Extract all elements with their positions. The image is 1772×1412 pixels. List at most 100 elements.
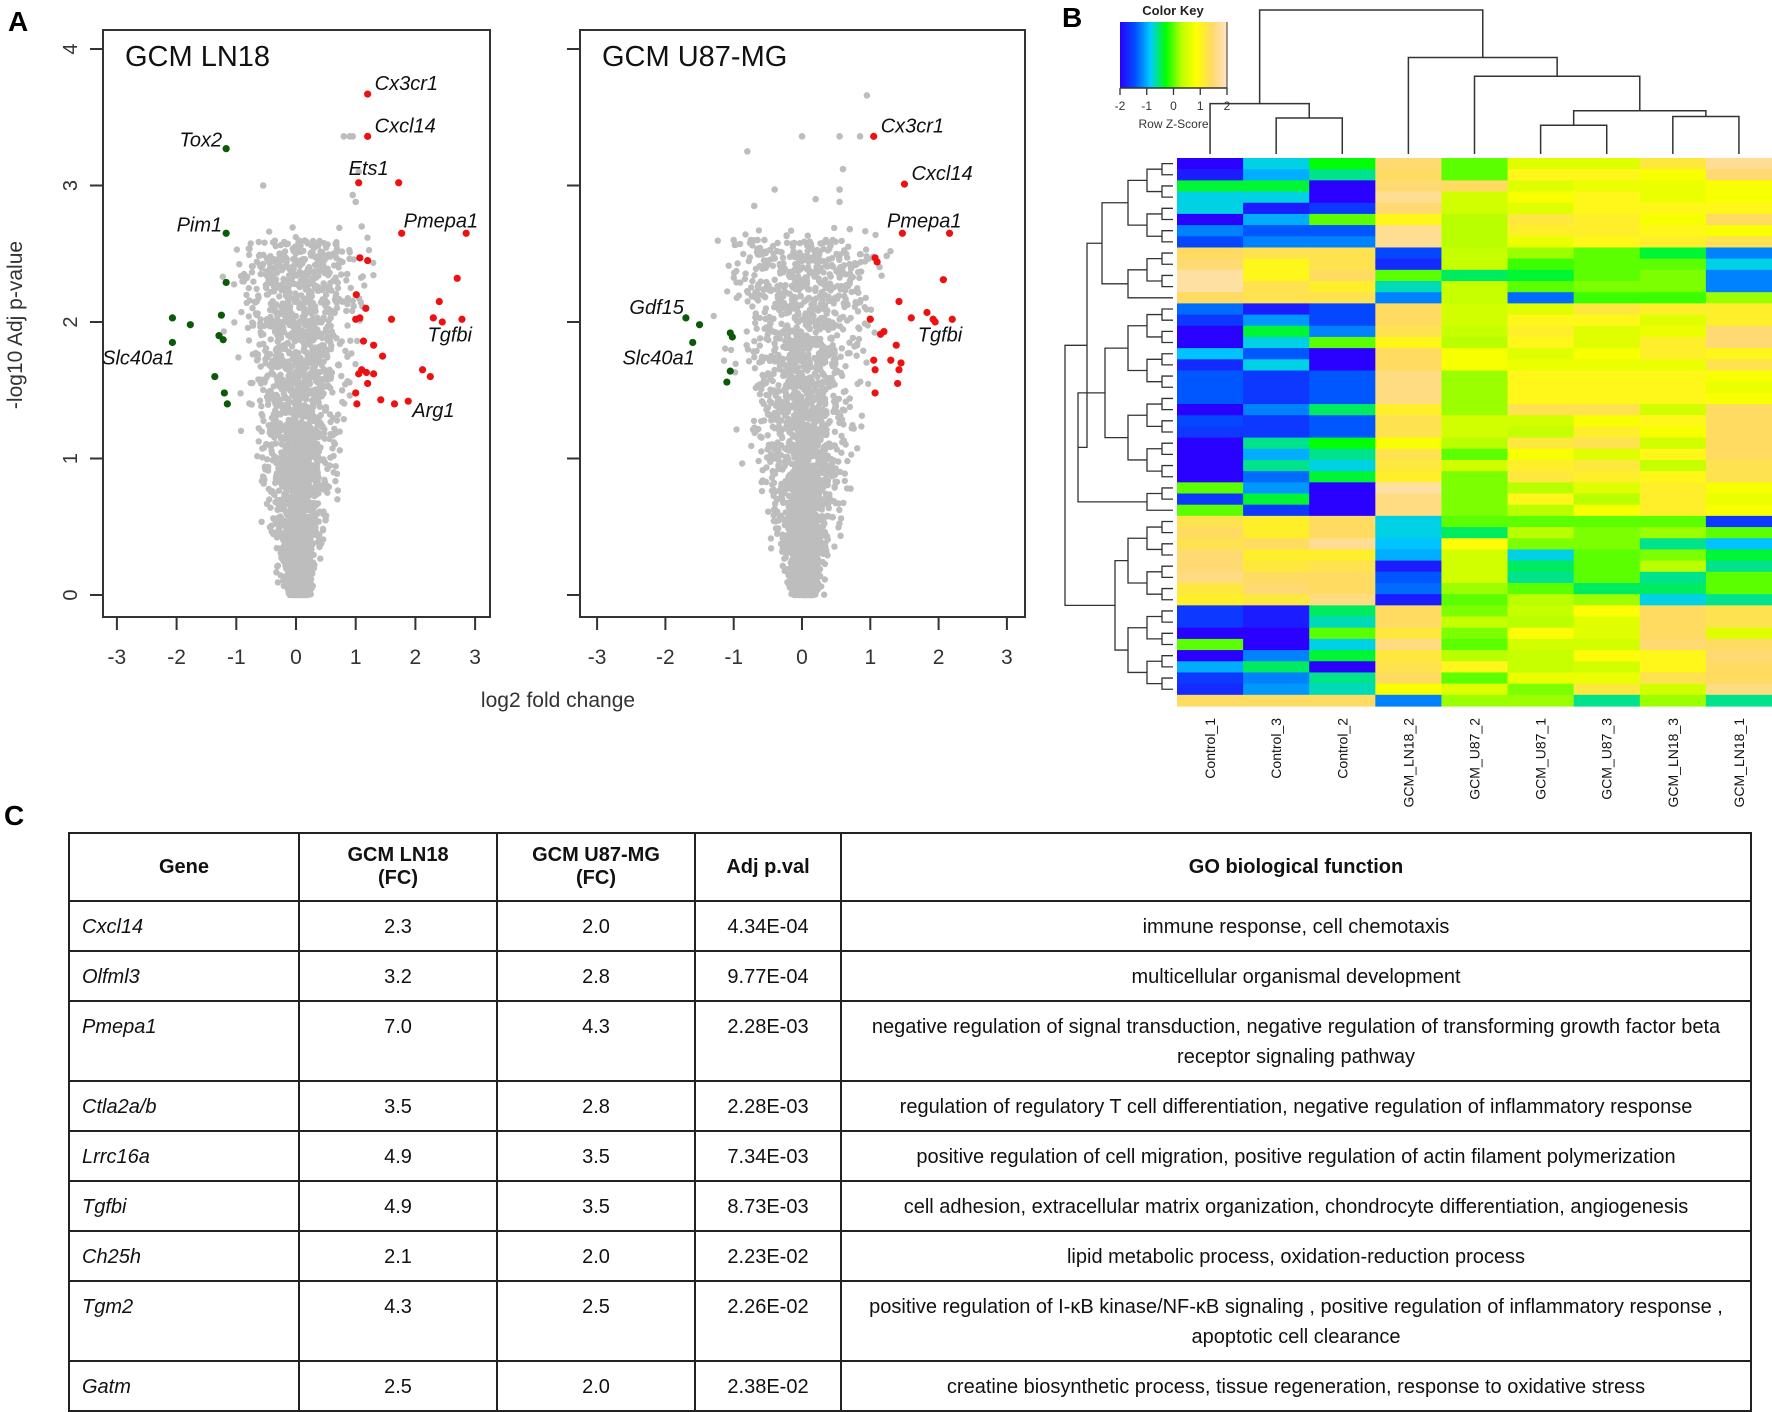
gene-point-ns	[313, 399, 319, 405]
gene-point-ns	[246, 313, 252, 319]
gene-point-ns	[243, 292, 249, 298]
gene-point-ns	[281, 583, 287, 589]
gene-point-ns	[302, 456, 308, 462]
gene-point-ns	[265, 291, 271, 297]
gene-point-ns	[327, 309, 333, 315]
gene-point-ns	[352, 361, 358, 367]
gene-point-ns	[283, 286, 289, 292]
gene-point-ns	[715, 238, 721, 244]
gene-point-ns	[855, 290, 861, 296]
gene-point-ns	[724, 288, 730, 294]
gene-point-ns	[834, 446, 840, 452]
gene-point-up	[395, 179, 402, 186]
gene-point-ns	[253, 311, 259, 317]
y-tick-label: 0	[60, 589, 82, 600]
gene-point-ns	[339, 387, 345, 393]
gene-point-ns	[319, 424, 325, 430]
gene-point-ns	[298, 481, 304, 487]
gene-point-ns	[329, 445, 335, 451]
gene-point-ns	[842, 363, 848, 369]
gene-point-ns	[318, 331, 324, 337]
gene-point-ns	[749, 278, 755, 284]
gene-point-ns	[838, 370, 844, 376]
gene-point-ns	[258, 271, 264, 277]
gene-point-ns	[255, 292, 261, 298]
gene-point-ns	[315, 470, 321, 476]
gene-point-up	[355, 370, 362, 377]
gene-point-ns	[293, 466, 299, 472]
gene-point-ns	[281, 345, 287, 351]
gene-point-ns	[338, 373, 344, 379]
gene-point-ns	[797, 240, 803, 246]
gene-point-ns	[259, 428, 265, 434]
gene-point-ns	[297, 491, 303, 497]
gene-point-ns	[780, 535, 786, 541]
gene-point-ns	[863, 295, 869, 301]
gene-point-ns	[310, 540, 316, 546]
gene-point-ns	[302, 429, 308, 435]
gene-annotation: Slc40a1	[102, 347, 174, 369]
gene-point-ns	[277, 319, 283, 325]
gene-point-ns	[284, 429, 290, 435]
gene-point-ns	[271, 419, 277, 425]
gene-point-ns	[275, 526, 281, 532]
gene-point-ns	[364, 235, 370, 241]
gene-point-ns	[711, 313, 717, 319]
gene-point-ns	[328, 323, 334, 329]
gene-annotation: Pim1	[177, 214, 223, 236]
gene-point-ns	[316, 319, 322, 325]
gene-point-ns	[316, 238, 322, 244]
gene-point-ns	[782, 282, 788, 288]
gene-point-ns	[264, 354, 270, 360]
gene-point-up	[391, 400, 398, 407]
gene-point-ns	[294, 334, 300, 340]
gene-point-ns	[264, 319, 270, 325]
gene-point-ns	[361, 282, 367, 288]
gene-point-ns	[322, 298, 328, 304]
gene-point-ns	[860, 348, 866, 354]
gene-point-ns	[321, 342, 327, 348]
gene-point-ns	[249, 319, 255, 325]
gene-point-ns	[848, 315, 854, 321]
gene-point-ns	[293, 586, 299, 592]
gene-point-ns	[261, 240, 267, 246]
gene-point-ns	[248, 240, 254, 246]
gene-point-ns	[289, 224, 295, 230]
gene-point-ns	[348, 285, 354, 291]
gene-point-up	[370, 370, 377, 377]
gene-point-ns	[290, 563, 296, 569]
gene-point-ns	[250, 263, 256, 269]
gene-point-ns	[284, 317, 290, 323]
gene-point-ns	[298, 547, 304, 553]
gene-point-up	[364, 380, 371, 387]
gene-point-ns	[316, 444, 322, 450]
gene-point-ns	[309, 293, 315, 299]
gene-point-ns	[288, 281, 294, 287]
gene-point-ns	[289, 343, 295, 349]
gene-point-ns	[290, 245, 296, 251]
gene-point-ns	[335, 280, 341, 286]
gene-point-ns	[768, 545, 774, 551]
gene-point-ns	[261, 445, 267, 451]
gene-point-ns	[287, 303, 293, 309]
gene-point-ns	[275, 337, 281, 343]
gene-point-ns	[330, 453, 336, 459]
gene-point-ns	[825, 501, 831, 507]
gene-point-ns	[787, 370, 793, 376]
gene-point-ns	[746, 358, 752, 364]
gene-point-ns	[844, 458, 850, 464]
gene-point-ns	[271, 453, 277, 459]
gene-point-ns	[749, 303, 755, 309]
gene-point-ns	[287, 525, 293, 531]
gene-point-down	[223, 145, 230, 152]
gene-point-ns	[792, 304, 798, 310]
gene-point-ns	[838, 354, 844, 360]
gene-point-ns	[257, 324, 263, 330]
gene-point-up	[370, 342, 377, 349]
gene-point-ns	[790, 432, 796, 438]
gene-point-ns	[295, 321, 301, 327]
gene-point-ns	[274, 398, 280, 404]
gene-point-ns	[253, 286, 259, 292]
panel-label-c: C	[4, 800, 24, 832]
gene-point-down	[218, 312, 225, 319]
